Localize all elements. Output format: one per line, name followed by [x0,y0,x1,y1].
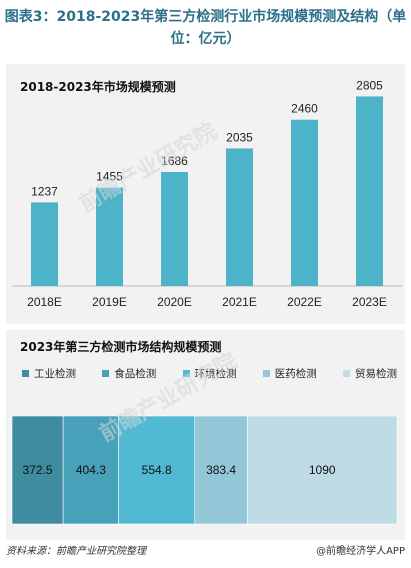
legend-label: 贸易检测 [355,368,397,380]
bar [226,148,253,286]
bar-data-label: 1686 [161,154,188,168]
bar-data-label: 2460 [291,102,318,116]
x-tick-label: 2018E [27,295,62,309]
footer: 资料来源：前瞻产业研究院整理 @前瞻经济学人APP [6,544,405,560]
legend-swatch [22,370,29,377]
bar-data-label: 1455 [96,170,123,184]
legend-label: 工业检测 [34,368,76,380]
segment-data-label: 372.5 [23,463,53,477]
legend-item: 食品检测 [102,366,156,381]
x-tick-label: 2023E [352,295,387,309]
bar-data-label: 2035 [226,130,253,144]
stacked-segment [194,415,248,525]
legend-item: 医药检测 [262,366,317,381]
x-tick-label: 2021E [222,295,257,309]
bar [161,172,188,286]
bar-chart-title: 2018-2023年市场规模预测 [20,80,176,94]
bar [291,119,318,286]
source-note: 资料来源：前瞻产业研究院整理 [6,546,146,557]
bar [31,202,58,286]
segment-data-label: 404.3 [76,463,106,477]
legend-item: 贸易检测 [343,366,397,381]
stacked-chart-title: 2023年第三方检测市场结构规模预测 [20,340,222,354]
legend-swatch [262,370,270,377]
bar-chart-panel: 2018-2023年市场规模预测 1237 2018E 1455 2019E 1686 2… [6,64,405,324]
stacked-bar-chart: 372.5 404.3 554.8 383.4 1090 [11,415,398,525]
stacked-segment [11,415,64,525]
x-tick-label: 2020E [157,295,192,309]
stacked-segment [62,415,119,525]
bar-chart: 1237 2018E 1455 2019E 1686 2020E 2035 2021E 2460… [12,78,402,309]
segment-data-label: 1090 [309,463,336,477]
legend-label: 医药检测 [274,368,317,380]
brand-label: @前瞻经济学人APP [316,546,405,557]
legend-swatch [343,370,350,377]
stacked-chart-panel: 2023年第三方检测市场结构规模预测 工业检测 食品检测 环境检测 医药检测 贸易检测 … [6,330,405,540]
segment-data-label: 554.8 [142,463,172,477]
stacked-segment [247,415,398,525]
legend-label: 环境检测 [194,368,237,380]
legend-swatch [102,370,110,377]
bar [356,96,383,286]
legend-item: 工业检测 [22,366,76,381]
legend: 工业检测 食品检测 环境检测 医药检测 贸易检测 [22,366,397,381]
figure-title: 图表3：2018-2023年第三方检测行业市场规模预测及结构（单位：亿元） [4,9,407,47]
bar [96,187,123,286]
x-tick-label: 2022E [287,295,322,309]
legend-item: 环境检测 [182,366,237,381]
bar-data-label: 2805 [356,78,383,92]
legend-swatch [182,370,190,377]
x-tick-label: 2019E [92,295,127,309]
legend-label: 食品检测 [114,368,157,380]
bar-data-label: 1237 [31,184,58,198]
segment-data-label: 383.4 [206,463,236,477]
stacked-segment [118,415,196,525]
